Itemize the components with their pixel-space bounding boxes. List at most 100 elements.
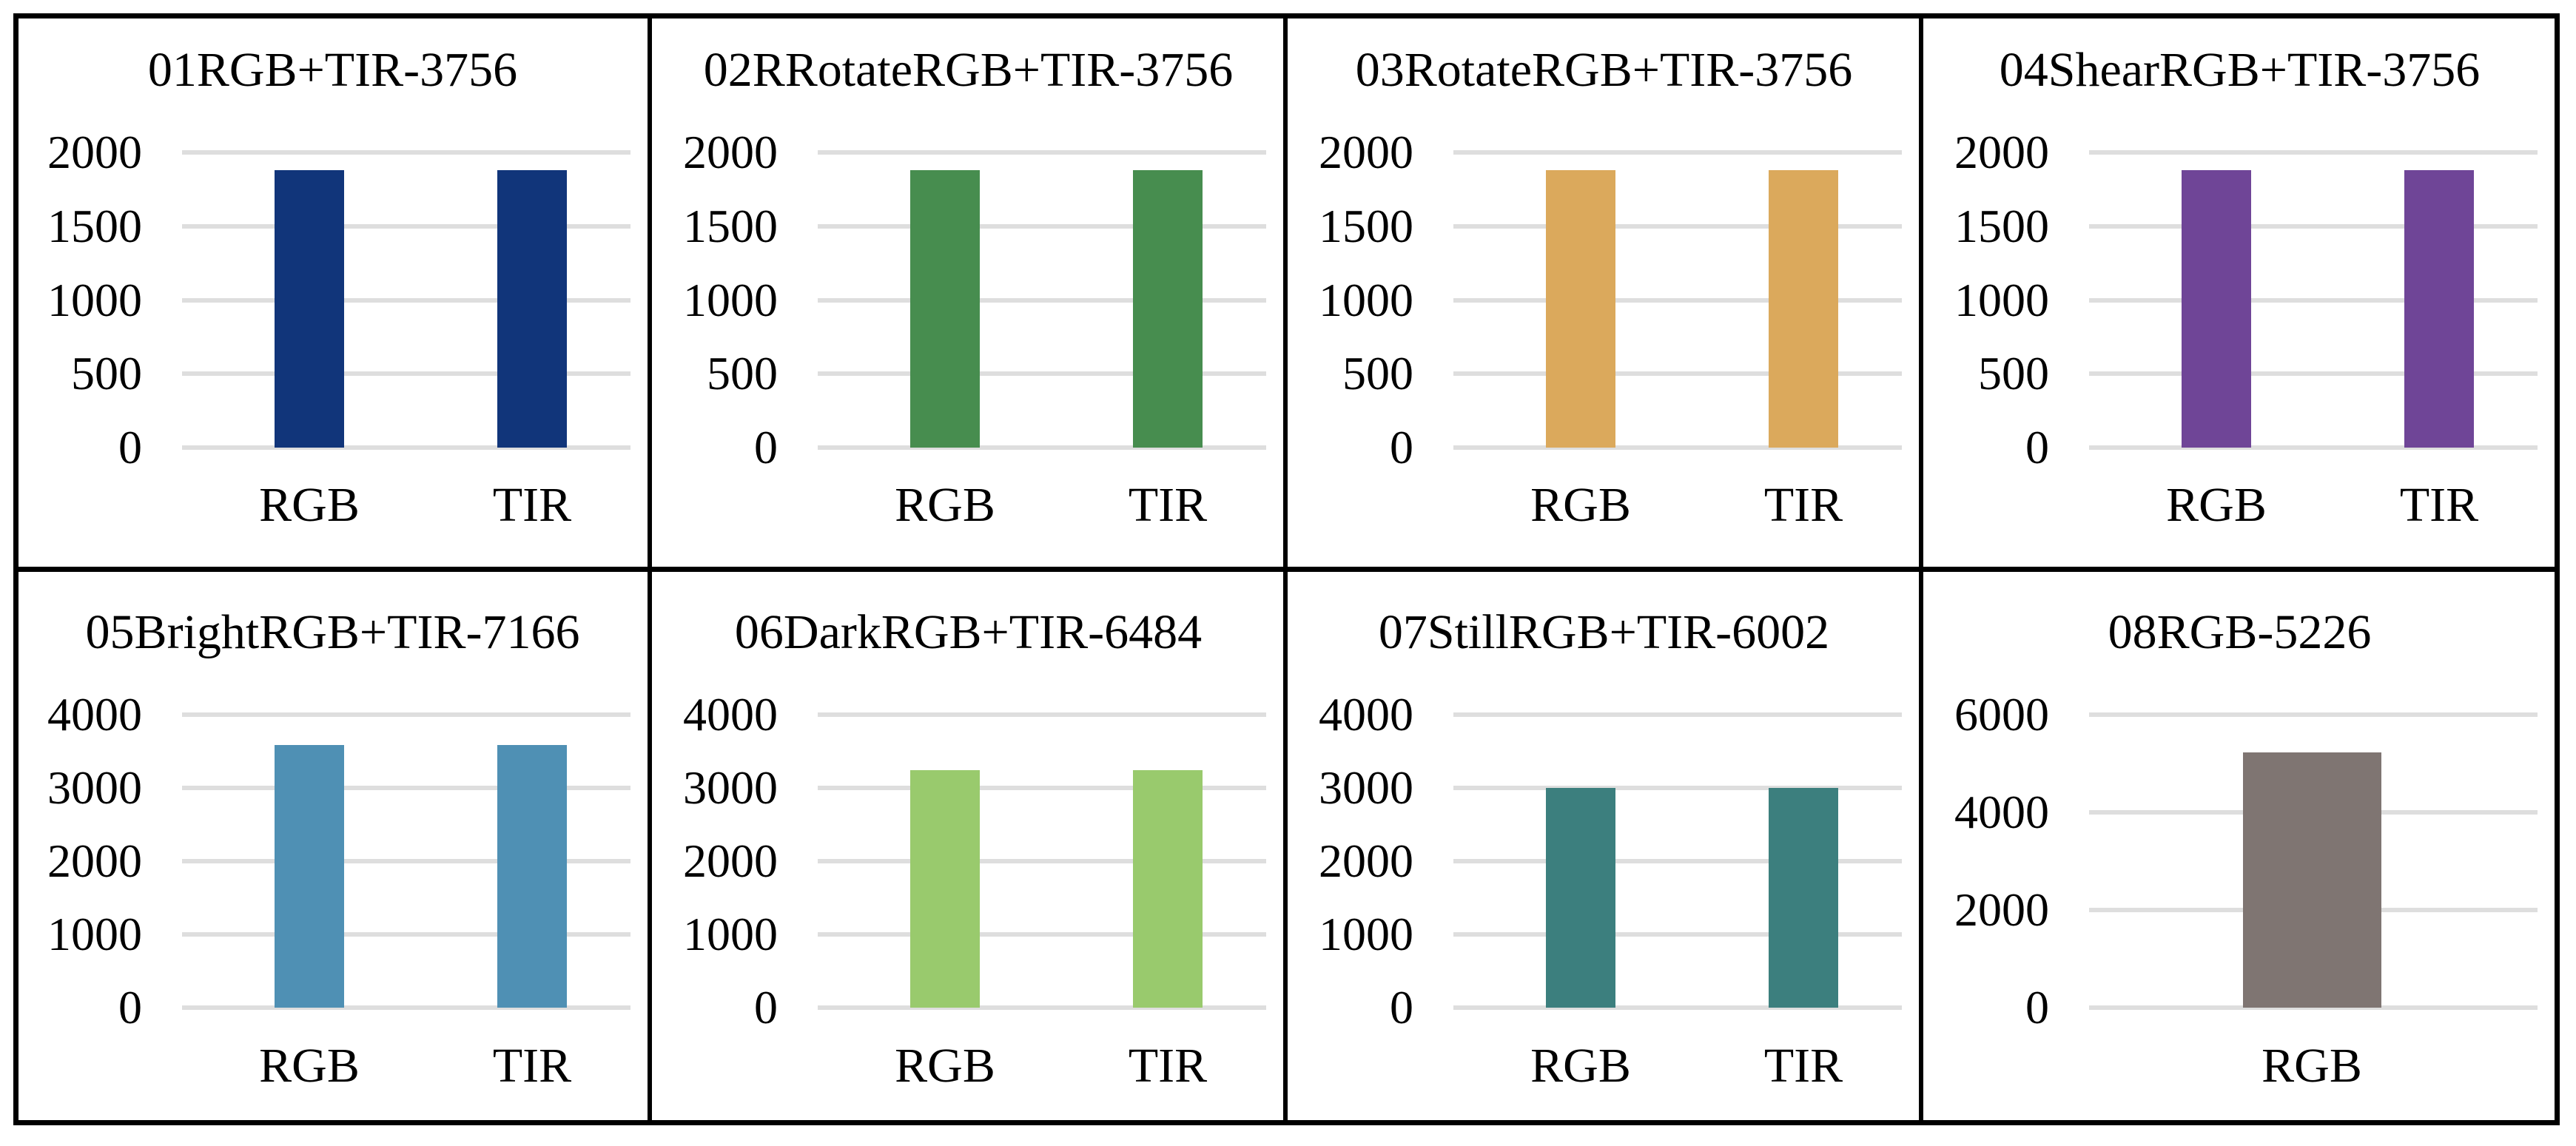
gridline <box>1453 445 1902 450</box>
gridline <box>818 1005 1266 1010</box>
y-tick-label: 1000 <box>683 273 778 326</box>
y-tick-label: 1000 <box>1319 273 1413 326</box>
x-category-label: RGB <box>2261 1039 2362 1093</box>
y-tick-label: 4000 <box>1319 688 1413 741</box>
chart-panel: 02RRotateRGB+TIR-3756 2000 1500 1000 500 0 RGB… <box>652 0 1285 1146</box>
gridline <box>818 786 1266 790</box>
y-tick-label: 0 <box>2025 981 2049 1034</box>
y-tick-label: 1500 <box>1954 199 2049 252</box>
gridline <box>818 297 1266 303</box>
gridline <box>1453 371 1902 377</box>
y-tick-label: 0 <box>118 421 142 473</box>
gridline <box>182 150 630 155</box>
y-tick-label: 1000 <box>1954 273 2049 326</box>
chart-title: 02RRotateRGB+TIR-3756 <box>703 43 1234 97</box>
y-tick-label: 6000 <box>1954 688 2049 741</box>
y-tick-label: 2000 <box>683 835 778 887</box>
y-tick-label: 4000 <box>47 688 142 741</box>
gridline <box>2089 223 2538 229</box>
x-category-label: TIR <box>2399 478 2479 532</box>
y-tick-label: 1000 <box>1319 908 1413 960</box>
chart-title: 04ShearRGB+TIR-3756 <box>1999 43 2481 97</box>
chart-title: 06DarkRGB+TIR-6484 <box>734 605 1203 659</box>
x-category-label: RGB <box>1530 478 1631 532</box>
y-tick-label: 0 <box>1390 421 1413 473</box>
y-tick-label: 2000 <box>1954 883 2049 936</box>
y-tick-label: 0 <box>1390 981 1413 1034</box>
y-tick-label: 2000 <box>47 835 142 887</box>
gridline <box>182 786 630 790</box>
y-tick-label: 3000 <box>683 761 778 814</box>
gridline <box>2089 297 2538 303</box>
bar-rgb <box>1546 170 1615 448</box>
y-tick-label: 0 <box>754 421 778 473</box>
x-category-label: RGB <box>2166 478 2267 532</box>
gridline <box>2089 445 2538 450</box>
gridline <box>182 1005 630 1010</box>
bar-rgb <box>2182 170 2251 448</box>
y-tick-label: 1500 <box>683 199 778 252</box>
y-tick-label: 1000 <box>47 273 142 326</box>
y-tick-label: 0 <box>2025 421 2049 473</box>
chart-panel: 06DarkRGB+TIR-6484 4000 3000 2000 1000 0 RGB TI… <box>652 0 1285 1146</box>
gridline <box>818 932 1266 937</box>
gridline <box>818 712 1266 717</box>
gridline <box>1453 1005 1902 1010</box>
y-tick-label: 1500 <box>1319 199 1413 252</box>
gridline <box>2089 371 2538 377</box>
x-category-label: RGB <box>895 1039 995 1093</box>
bar-tir <box>1133 170 1203 448</box>
y-tick-label: 0 <box>754 981 778 1034</box>
bar-rgb <box>275 745 344 1008</box>
x-category-label: RGB <box>259 478 360 532</box>
y-tick-label: 1000 <box>47 908 142 960</box>
bar-tir <box>497 170 567 448</box>
gridline <box>818 223 1266 229</box>
gridline <box>1453 712 1902 717</box>
bar-rgb <box>910 770 980 1008</box>
y-tick-label: 500 <box>707 347 778 400</box>
gridline <box>818 859 1266 863</box>
gridline <box>1453 932 1902 937</box>
gridline <box>818 150 1266 155</box>
x-category-label: RGB <box>259 1039 360 1093</box>
gridline <box>2089 150 2538 155</box>
chart-panel: 08RGB-5226 6000 4000 2000 0 RGB <box>1923 0 2556 1146</box>
gridline <box>182 712 630 717</box>
gridline <box>1453 223 1902 229</box>
gridline <box>182 859 630 863</box>
y-tick-label: 500 <box>71 347 142 400</box>
x-category-label: TIR <box>492 478 572 532</box>
bar-tir <box>1133 770 1203 1008</box>
x-category-label: TIR <box>1128 1039 1208 1093</box>
chart-panel: 03RotateRGB+TIR-3756 2000 1500 1000 500 0 RGB T… <box>1288 0 1920 1146</box>
x-category-label: RGB <box>895 478 995 532</box>
x-category-label: TIR <box>492 1039 572 1093</box>
bar-tir <box>1769 170 1838 448</box>
bar-tir <box>2404 170 2474 448</box>
gridline <box>182 445 630 450</box>
gridline <box>182 371 630 377</box>
bar-rgb <box>275 170 344 448</box>
chart-title: 03RotateRGB+TIR-3756 <box>1355 43 1853 97</box>
y-tick-label: 2000 <box>1319 835 1413 887</box>
panel-divider-horizontal <box>13 567 2560 572</box>
y-tick-label: 500 <box>1342 347 1413 400</box>
y-tick-label: 4000 <box>683 688 778 741</box>
bar-tir <box>1769 787 1838 1008</box>
y-tick-label: 2000 <box>1319 126 1413 178</box>
y-tick-label: 1500 <box>47 199 142 252</box>
gridline <box>1453 150 1902 155</box>
gridline <box>1453 859 1902 863</box>
bar-tir <box>497 745 567 1008</box>
gridline <box>1453 297 1902 303</box>
gridline <box>182 297 630 303</box>
x-category-label: TIR <box>1763 478 1843 532</box>
chart-panel: 07StillRGB+TIR-6002 4000 3000 2000 1000 0 RGB T… <box>1288 0 1920 1146</box>
gridline <box>2089 712 2538 717</box>
x-category-label: TIR <box>1763 1039 1843 1093</box>
x-category-label: TIR <box>1128 478 1208 532</box>
chart-title: 01RGB+TIR-3756 <box>147 43 518 97</box>
y-tick-label: 3000 <box>1319 761 1413 814</box>
y-tick-label: 2000 <box>1954 126 2049 178</box>
